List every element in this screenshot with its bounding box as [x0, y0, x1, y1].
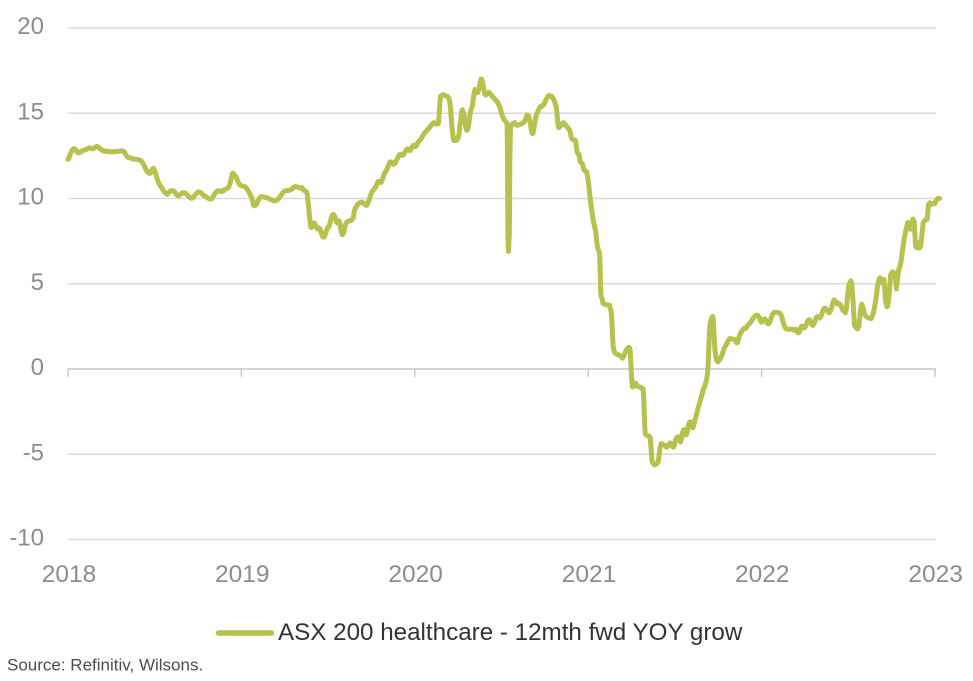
svg-text:20: 20	[17, 13, 44, 40]
svg-text:Source: Refinitiv, Wilsons.: Source: Refinitiv, Wilsons.	[7, 656, 203, 675]
svg-text:2023: 2023	[908, 561, 963, 588]
svg-text:2020: 2020	[388, 561, 443, 588]
svg-text:5: 5	[31, 269, 44, 296]
svg-text:0: 0	[31, 354, 44, 381]
svg-text:2022: 2022	[735, 561, 790, 588]
svg-text:15: 15	[17, 99, 44, 126]
svg-text:2018: 2018	[42, 561, 97, 588]
svg-text:ASX 200 healthcare - 12mth fwd: ASX 200 healthcare - 12mth fwd YOY grow	[278, 619, 743, 646]
svg-text:10: 10	[17, 184, 44, 211]
svg-text:-5: -5	[23, 439, 44, 466]
svg-text:2021: 2021	[562, 561, 617, 588]
svg-text:2019: 2019	[215, 561, 270, 588]
svg-text:-10: -10	[9, 525, 44, 552]
